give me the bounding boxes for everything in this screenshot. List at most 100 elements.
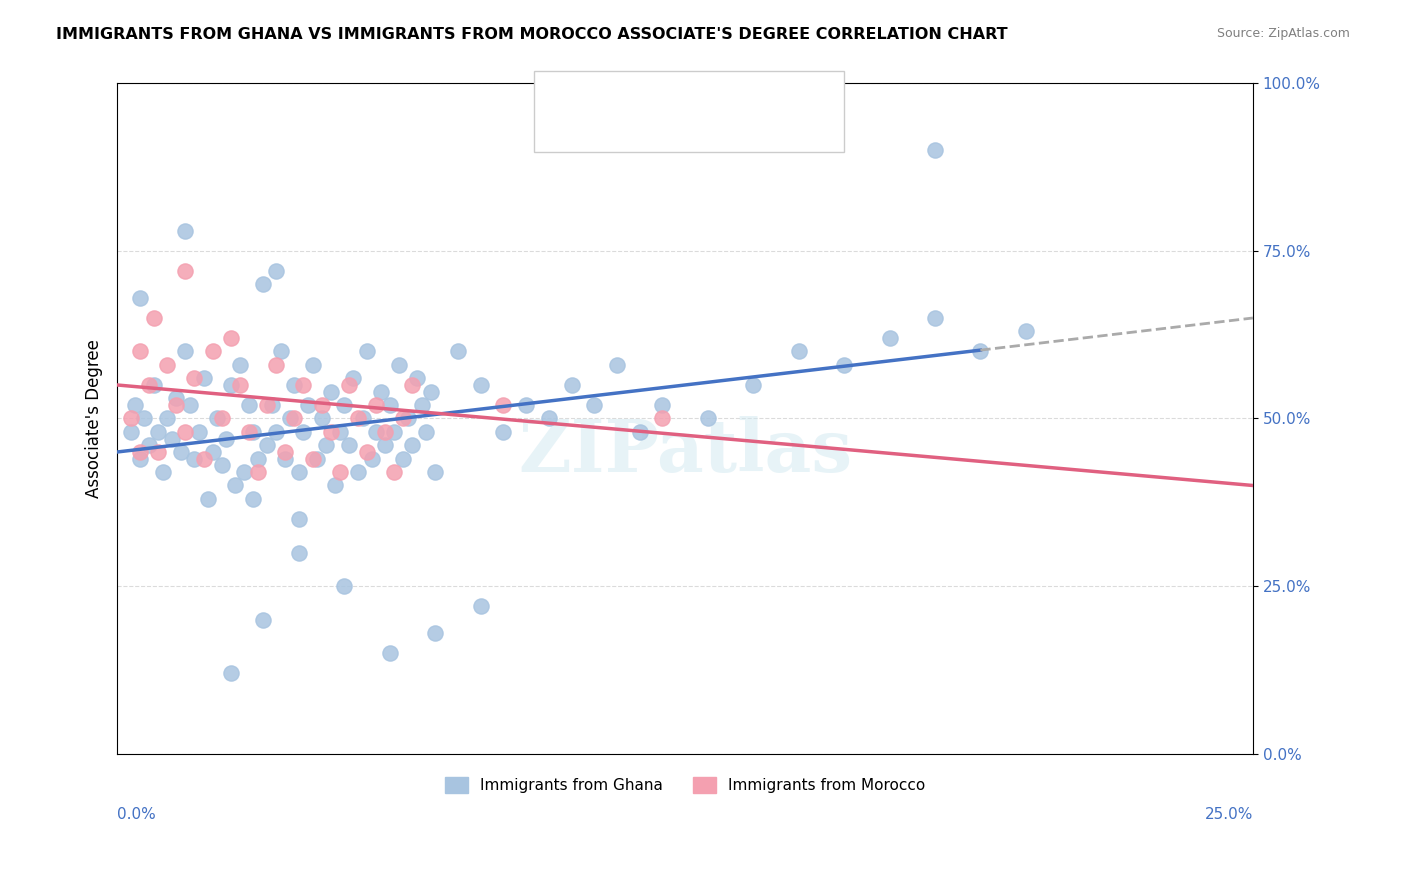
Point xyxy=(537,411,560,425)
Point xyxy=(120,425,142,439)
Point xyxy=(152,465,174,479)
Point xyxy=(170,445,193,459)
Point xyxy=(179,398,201,412)
Point xyxy=(183,451,205,466)
Text: 25.0%: 25.0% xyxy=(1205,807,1253,822)
Point xyxy=(492,398,515,412)
Point xyxy=(366,398,388,412)
Point xyxy=(183,371,205,385)
Point xyxy=(651,398,673,412)
Point xyxy=(297,398,319,412)
Point xyxy=(124,398,146,412)
Point xyxy=(138,378,160,392)
Point xyxy=(205,411,228,425)
Point xyxy=(392,451,415,466)
Point xyxy=(288,465,311,479)
Point xyxy=(366,425,388,439)
Point xyxy=(301,358,323,372)
Point xyxy=(606,358,628,372)
Point xyxy=(382,425,405,439)
Point xyxy=(628,425,651,439)
Point xyxy=(252,613,274,627)
Text: R =: R = xyxy=(602,87,636,103)
Point xyxy=(142,310,165,325)
Point xyxy=(401,438,423,452)
Point xyxy=(787,344,810,359)
Point xyxy=(174,224,197,238)
Point xyxy=(447,344,470,359)
Point xyxy=(219,331,242,345)
FancyBboxPatch shape xyxy=(550,118,586,144)
Point xyxy=(419,384,441,399)
Point xyxy=(352,411,374,425)
Text: N =: N = xyxy=(725,87,759,103)
Point xyxy=(129,291,152,305)
Point xyxy=(307,451,329,466)
Point xyxy=(165,398,187,412)
Point xyxy=(146,445,169,459)
Text: -0.232: -0.232 xyxy=(652,123,707,138)
Point xyxy=(323,478,346,492)
Point xyxy=(288,512,311,526)
Point xyxy=(201,344,224,359)
Point xyxy=(134,411,156,425)
Point xyxy=(378,398,401,412)
Point xyxy=(211,458,233,473)
Point xyxy=(242,425,264,439)
Point xyxy=(260,398,283,412)
Point xyxy=(337,438,360,452)
Point xyxy=(219,666,242,681)
Text: Source: ZipAtlas.com: Source: ZipAtlas.com xyxy=(1216,27,1350,40)
Point xyxy=(224,478,246,492)
Point xyxy=(120,411,142,425)
Point xyxy=(278,411,301,425)
Point xyxy=(129,445,152,459)
Point xyxy=(201,445,224,459)
Text: 0.198: 0.198 xyxy=(652,87,700,103)
Point xyxy=(406,371,429,385)
Point xyxy=(197,491,219,506)
Point xyxy=(129,344,152,359)
Point xyxy=(329,425,352,439)
Point xyxy=(247,451,270,466)
Point xyxy=(347,411,370,425)
Point xyxy=(146,425,169,439)
Point xyxy=(252,277,274,292)
Point xyxy=(879,331,901,345)
Point xyxy=(156,411,179,425)
Point xyxy=(311,411,333,425)
Point xyxy=(360,451,382,466)
Point xyxy=(229,378,252,392)
Point xyxy=(583,398,606,412)
Point xyxy=(347,465,370,479)
Point xyxy=(333,579,356,593)
Point xyxy=(401,378,423,392)
Point xyxy=(378,646,401,660)
Text: 98: 98 xyxy=(776,87,797,103)
Point xyxy=(138,438,160,452)
Point xyxy=(247,465,270,479)
Point xyxy=(292,378,315,392)
Point xyxy=(392,411,415,425)
Point xyxy=(274,445,297,459)
Point xyxy=(370,384,392,399)
Point xyxy=(301,451,323,466)
Point xyxy=(165,392,187,406)
Point xyxy=(1015,324,1038,338)
Point xyxy=(283,378,305,392)
Point xyxy=(651,411,673,425)
Point xyxy=(425,465,447,479)
Point xyxy=(283,411,305,425)
Point xyxy=(174,344,197,359)
Point xyxy=(233,465,256,479)
Point xyxy=(193,371,215,385)
Point xyxy=(356,445,378,459)
Text: 0.0%: 0.0% xyxy=(117,807,156,822)
Point xyxy=(492,425,515,439)
Point xyxy=(388,358,411,372)
Point xyxy=(188,425,211,439)
Point xyxy=(264,264,287,278)
Point xyxy=(129,451,152,466)
Point xyxy=(311,398,333,412)
Point xyxy=(264,425,287,439)
